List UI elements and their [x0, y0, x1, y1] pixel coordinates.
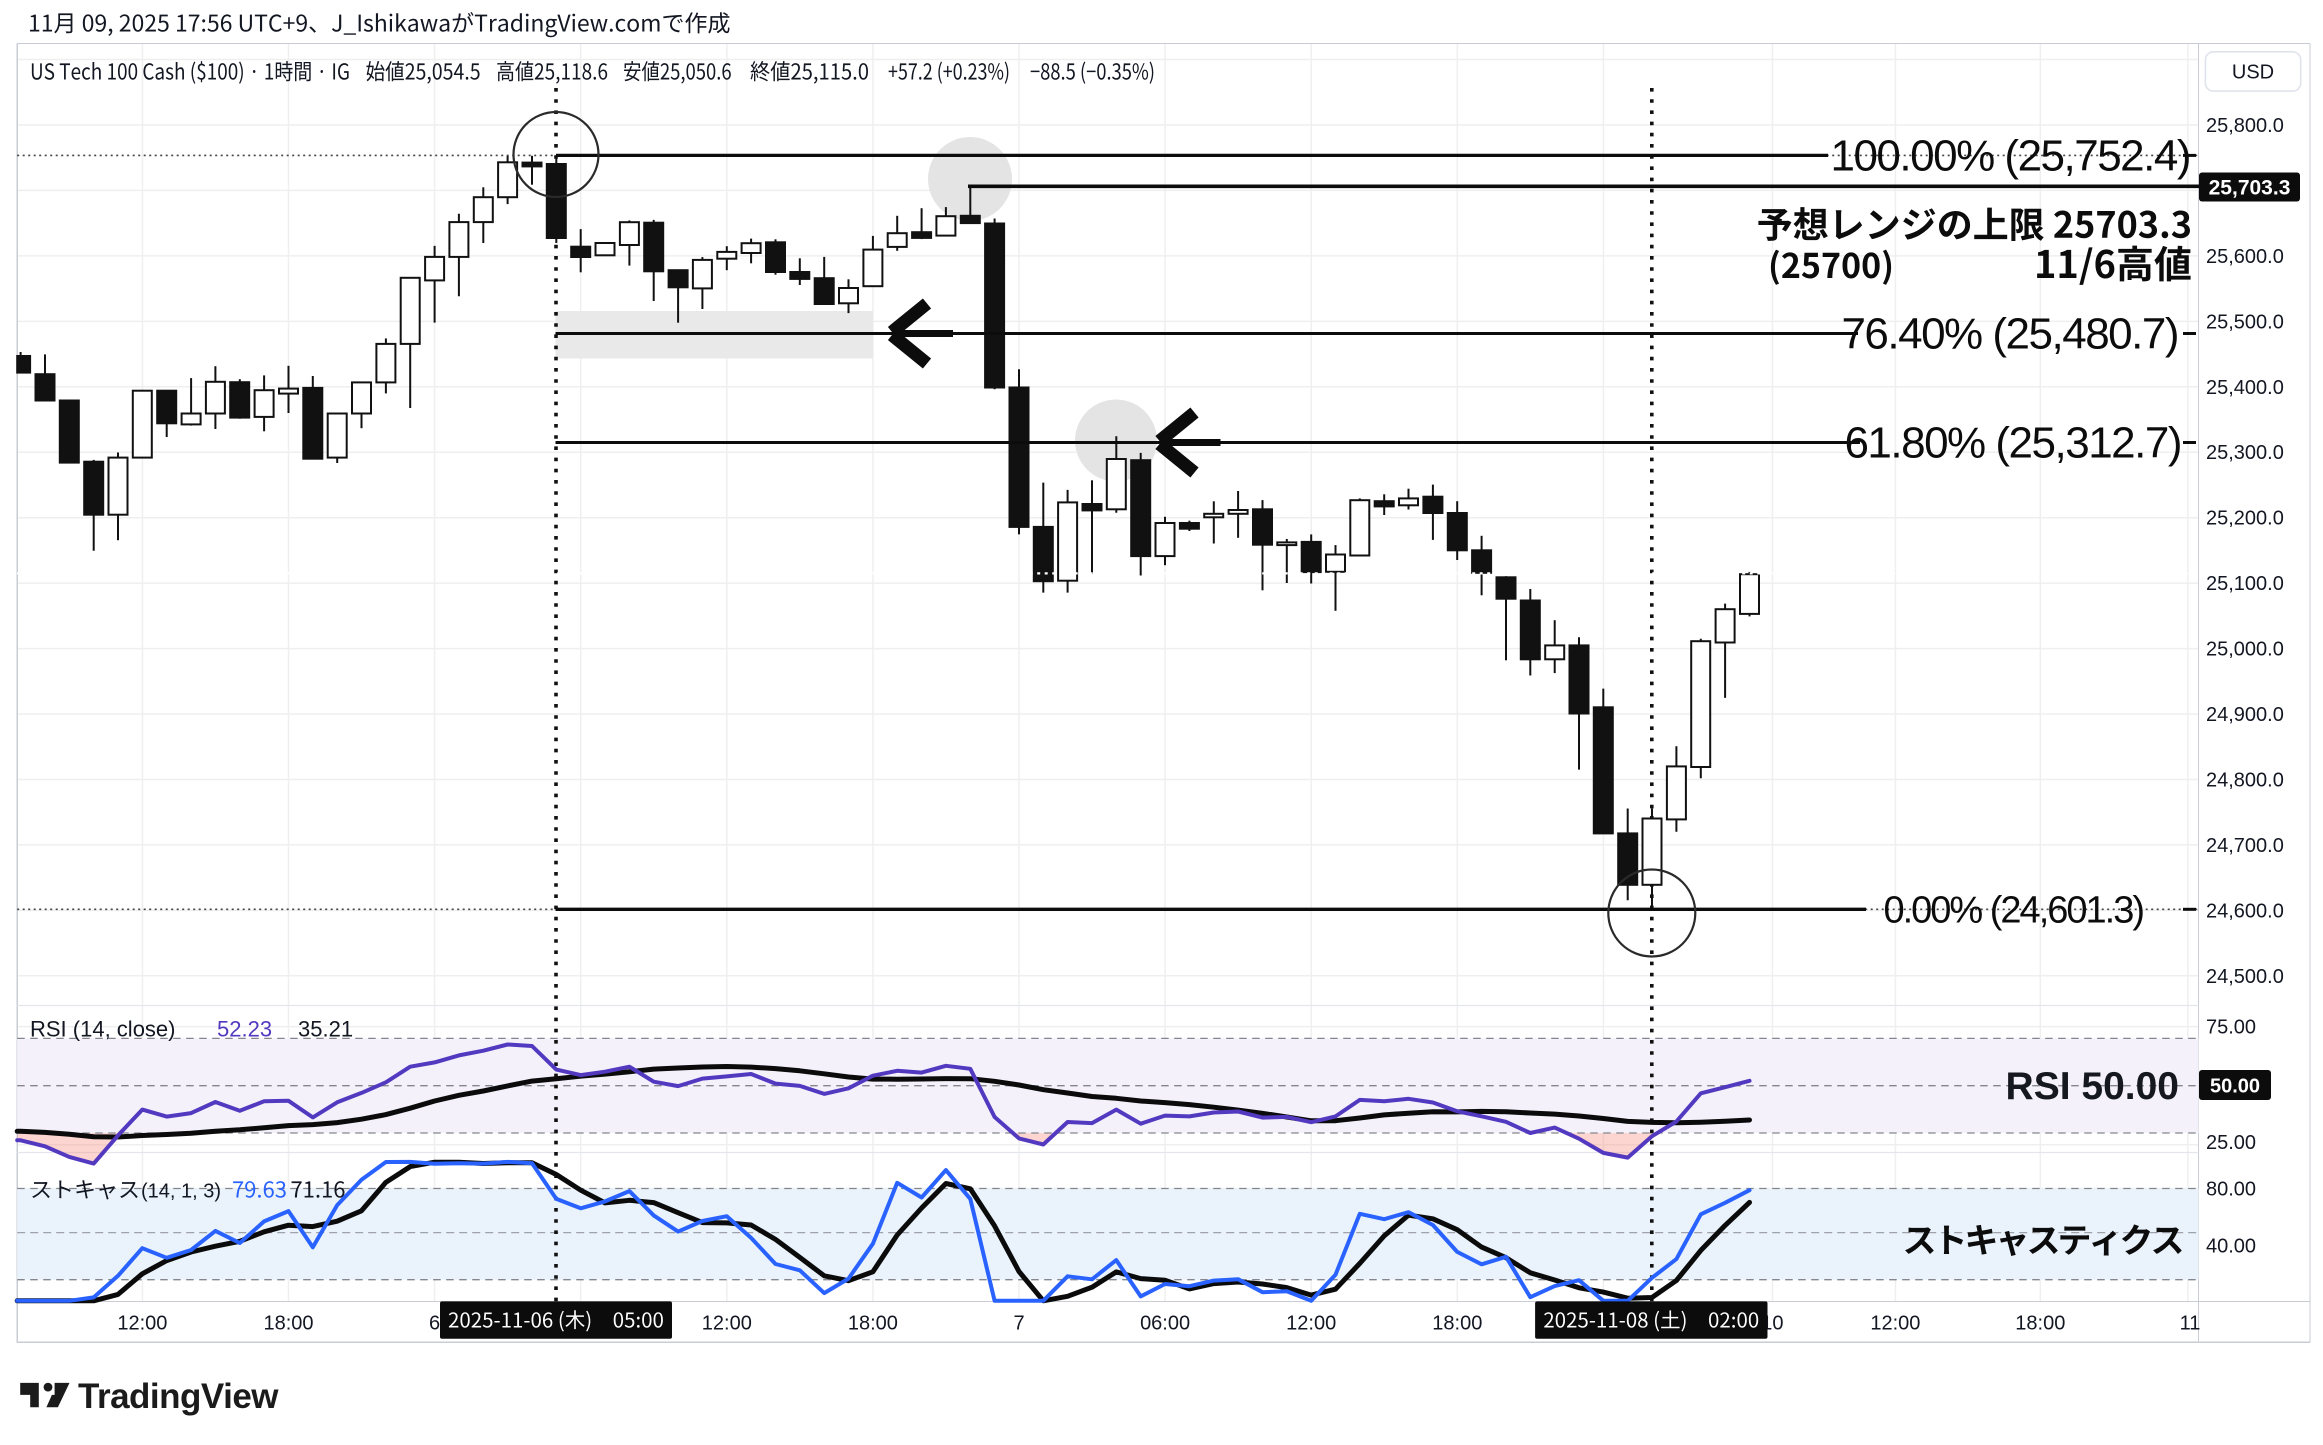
- svg-text:24,700.0: 24,700.0: [2206, 835, 2284, 857]
- svg-text:USD: USD: [2232, 62, 2274, 84]
- svg-text:18:00: 18:00: [263, 1313, 313, 1335]
- svg-text:25,000.0: 25,000.0: [2206, 639, 2284, 661]
- svg-text:35.21: 35.21: [298, 1017, 353, 1042]
- svg-text:11: 11: [2180, 1313, 2201, 1335]
- svg-text:18:00: 18:00: [848, 1313, 898, 1335]
- svg-text:76.40% (25,480.7): 76.40% (25,480.7): [1841, 310, 2178, 359]
- svg-text:25,200.0: 25,200.0: [2206, 508, 2284, 530]
- svg-text:25,800.0: 25,800.0: [2206, 115, 2284, 137]
- svg-text:RSI 50.00: RSI 50.00: [2006, 1065, 2179, 1108]
- svg-text:100.00% (25,752.4): 100.00% (25,752.4): [1830, 131, 2190, 180]
- svg-text:50.00: 50.00: [2210, 1076, 2260, 1098]
- svg-text:24,900.0: 24,900.0: [2206, 704, 2284, 726]
- svg-text:(14, 1, 3): (14, 1, 3): [141, 1181, 221, 1203]
- svg-text:12:00: 12:00: [1870, 1313, 1920, 1335]
- svg-text:24,600.0: 24,600.0: [2206, 900, 2284, 922]
- svg-text:25,400.0: 25,400.0: [2206, 377, 2284, 399]
- svg-text:25,500.0: 25,500.0: [2206, 311, 2284, 333]
- svg-text:75.00: 75.00: [2206, 1017, 2256, 1039]
- svg-text:18:00: 18:00: [2015, 1313, 2065, 1335]
- svg-text:12:00: 12:00: [1286, 1313, 1336, 1335]
- svg-text:61.80% (25,312.7): 61.80% (25,312.7): [1844, 419, 2181, 468]
- svg-text:25.00: 25.00: [2206, 1132, 2256, 1154]
- svg-text:18:00: 18:00: [1432, 1313, 1482, 1335]
- svg-text:7: 7: [1013, 1313, 1024, 1335]
- svg-text:25,300.0: 25,300.0: [2206, 442, 2284, 464]
- svg-text:40.00: 40.00: [2206, 1235, 2256, 1257]
- svg-text:06:00: 06:00: [1140, 1313, 1190, 1335]
- svg-text:12:00: 12:00: [702, 1313, 752, 1335]
- svg-text:TradingView: TradingView: [78, 1377, 279, 1416]
- svg-text:25,703.3: 25,703.3: [2209, 177, 2291, 200]
- svg-text:0.00% (24,601.3): 0.00% (24,601.3): [1883, 889, 2143, 931]
- svg-text:25,100.0: 25,100.0: [2206, 573, 2284, 595]
- svg-text:RSI (14, close): RSI (14, close): [30, 1017, 176, 1042]
- svg-text:52.23: 52.23: [217, 1017, 272, 1042]
- svg-text:24,500.0: 24,500.0: [2206, 966, 2284, 988]
- svg-text:6: 6: [429, 1313, 440, 1335]
- svg-text:25,600.0: 25,600.0: [2206, 246, 2284, 268]
- svg-text:12:00: 12:00: [117, 1313, 167, 1335]
- svg-text:24,800.0: 24,800.0: [2206, 770, 2284, 792]
- svg-text:80.00: 80.00: [2206, 1179, 2256, 1201]
